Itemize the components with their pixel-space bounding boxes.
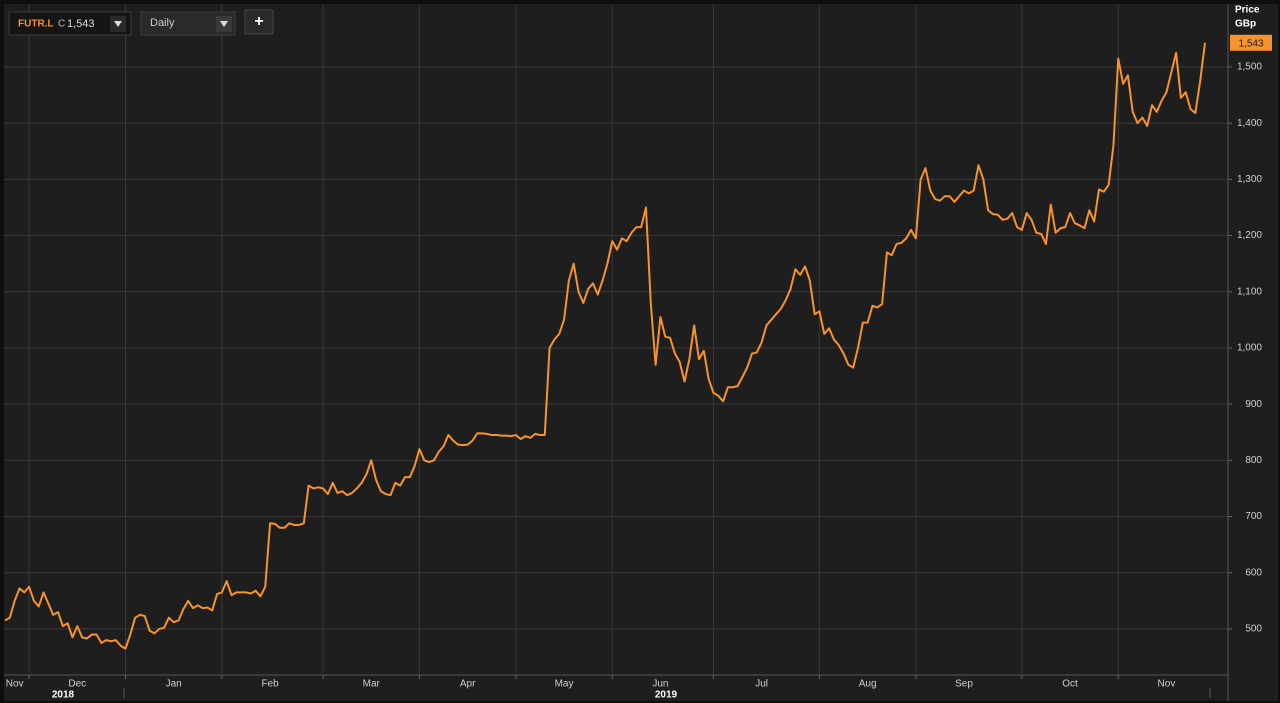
close-prefix: C [58,19,65,30]
x-tick-label: Mar [363,679,381,690]
close-value: 1,543 [67,18,95,30]
y-tick-label: 1,100 [1237,286,1262,297]
last-price-badge [1230,34,1272,51]
x-tick-label: Apr [460,679,476,690]
x-axis-background [4,675,1278,701]
y-tick-label: 1,300 [1237,174,1262,185]
x-tick-label: Dec [68,679,86,690]
x-tick-label: Aug [859,679,877,690]
y-tick-label: 1,000 [1237,343,1262,354]
y-tick-label: 900 [1245,399,1262,410]
y-tick-label: 800 [1245,455,1262,466]
x-tick-label: Nov [1158,679,1176,690]
plot-background [4,4,1228,675]
y-tick-label: 1,400 [1237,118,1262,129]
y-tick-label: 1,500 [1237,62,1262,73]
x-tick-label: Jan [166,679,182,690]
y-tick-label: 500 [1245,624,1262,635]
x-tick-label: Jun [652,679,668,690]
x-tick-label: Nov [6,679,24,690]
x-tick-label: Jul [755,679,768,690]
marks [4,42,1206,650]
year-label: 2019 [655,690,678,701]
interval-control[interactable]: Daily [140,11,236,36]
dropdown-arrow [114,21,122,27]
interval: Daily [150,17,175,29]
axis-unit: GBp [1235,19,1256,30]
x-tick-label: Sep [955,679,973,690]
y-tick-label: 1,200 [1237,230,1262,241]
last-price-label: 1,543 [1238,38,1263,49]
axis-background [1228,4,1278,675]
x-tick-label: May [555,679,574,690]
axis-title: Price [1235,5,1260,16]
x-tick-label: Feb [261,679,279,690]
interval-box[interactable] [140,11,236,36]
add-button-label: + [254,13,263,30]
price-line [4,42,1206,650]
year-label: 2018 [52,690,75,701]
y-tick-label: 600 [1245,567,1262,578]
grid [4,4,1228,675]
symbol: FUTR.L [18,19,54,30]
y-tick-label: 700 [1245,511,1262,522]
symbol-control[interactable]: FUTR.L C 1,543 [8,11,132,36]
dropdown-arrow [220,21,228,27]
add-button[interactable] [244,9,274,35]
x-tick-label: Oct [1062,679,1078,690]
symbol-box[interactable] [8,11,132,36]
